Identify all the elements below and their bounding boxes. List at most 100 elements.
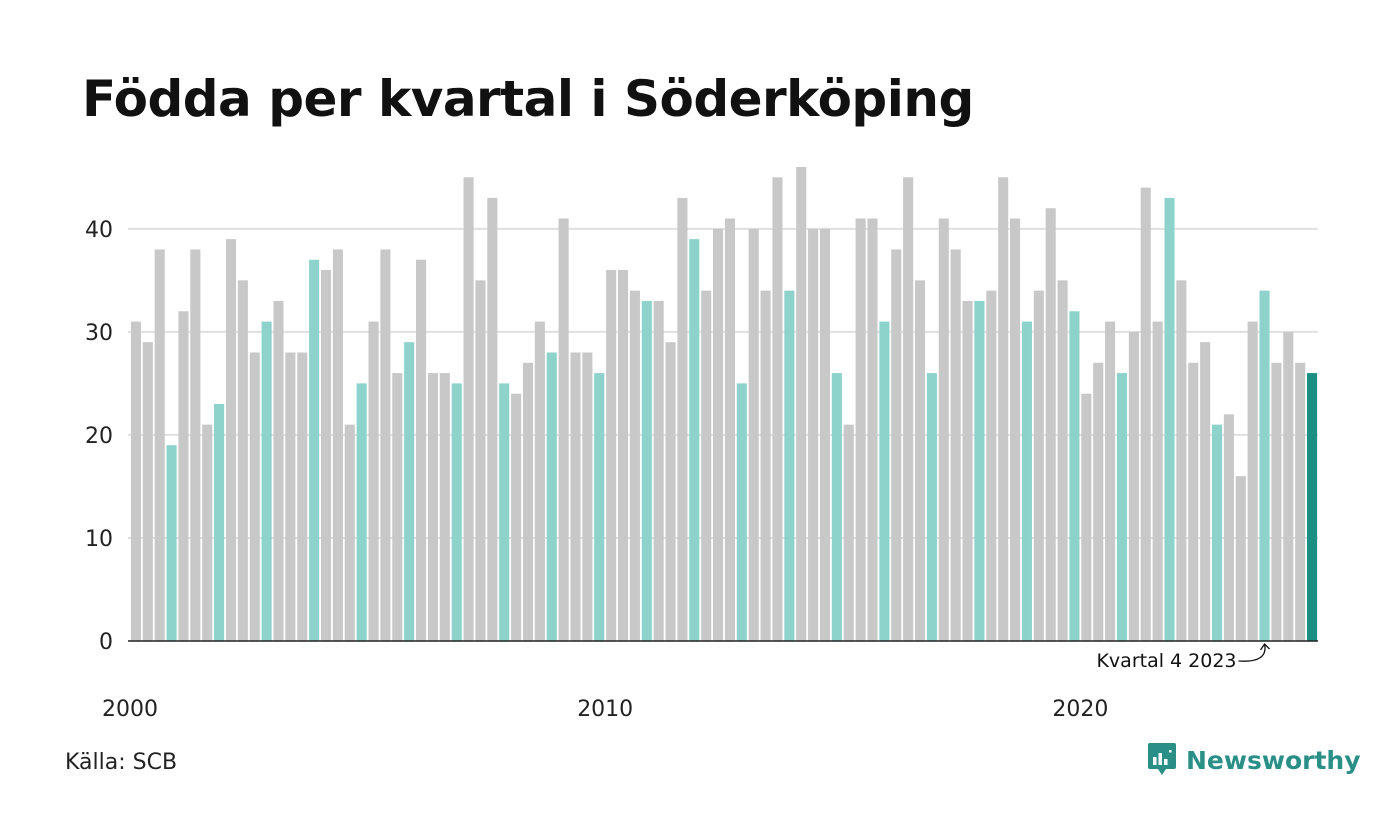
bar-chart: 0 10 20 30 40 2000 2010 2020 Kvartal 4 2023	[85, 167, 1318, 722]
annotation-arrow	[1238, 642, 1270, 662]
bar	[819, 228, 831, 641]
bar	[356, 383, 367, 641]
bar	[1176, 280, 1187, 641]
bar	[1235, 476, 1246, 641]
x-axis-ticks: 2000 2010 2020	[102, 697, 1108, 722]
bar	[1164, 197, 1175, 641]
bar	[1307, 373, 1318, 641]
bar	[142, 342, 153, 641]
bar	[427, 373, 438, 641]
latest-label: Kvartal 4 2023	[1096, 650, 1236, 672]
bar	[487, 197, 498, 641]
bar	[1247, 321, 1258, 641]
bar	[297, 352, 308, 641]
bar	[1140, 187, 1151, 642]
bar	[689, 239, 700, 641]
bar	[772, 177, 783, 642]
y-tick-label: 20	[85, 424, 113, 449]
bar	[1021, 321, 1032, 641]
bar	[332, 249, 343, 641]
bar	[166, 445, 177, 641]
bar	[1295, 362, 1306, 641]
y-tick-label: 0	[99, 630, 113, 655]
bar	[843, 424, 854, 641]
bar	[380, 249, 391, 641]
bar	[1033, 290, 1044, 641]
bar	[1211, 424, 1223, 641]
source-note: Källa: SCB	[65, 750, 178, 775]
bar	[665, 342, 676, 641]
bar	[606, 270, 617, 641]
bar	[808, 228, 819, 641]
bar	[594, 373, 605, 641]
bar	[891, 249, 902, 641]
bar	[653, 300, 664, 641]
x-tick-label: 2010	[577, 697, 633, 722]
bar	[1271, 362, 1282, 641]
bar	[986, 290, 997, 641]
bar	[1105, 321, 1116, 641]
bar	[214, 404, 225, 641]
bar	[570, 352, 581, 641]
bar	[796, 167, 807, 641]
y-axis-ticks: 0 10 20 30 40	[85, 218, 113, 655]
bar	[831, 373, 842, 641]
bar	[998, 177, 1009, 642]
bar	[1116, 373, 1128, 641]
bar	[1223, 414, 1234, 641]
bar	[499, 383, 510, 641]
x-tick-label: 2000	[102, 697, 158, 722]
chart-title: Födda per kvartal i Söderköping	[82, 70, 974, 128]
bar	[320, 270, 332, 641]
bar	[974, 300, 985, 641]
bar	[546, 352, 557, 641]
bars	[130, 167, 1318, 642]
bar	[1010, 218, 1021, 641]
bar	[926, 373, 937, 641]
bar	[130, 321, 141, 641]
bar	[867, 218, 878, 641]
bar	[1152, 321, 1163, 641]
bar	[701, 290, 712, 641]
bar	[855, 218, 866, 641]
x-tick-label: 2020	[1052, 697, 1108, 722]
bar	[154, 249, 165, 641]
bar	[1188, 362, 1199, 641]
newsworthy-logo: Newsworthy	[1147, 742, 1361, 778]
bar	[392, 373, 403, 641]
bar-chart-speech-bubble-icon	[1148, 743, 1176, 775]
bar	[463, 177, 474, 642]
bar	[760, 290, 771, 641]
bar	[534, 321, 545, 641]
bar	[641, 300, 652, 641]
bar	[1128, 331, 1139, 641]
bar	[344, 424, 355, 641]
bar	[938, 218, 949, 641]
bar	[202, 424, 213, 641]
bar	[879, 321, 890, 641]
bar	[190, 249, 201, 641]
bar	[677, 197, 688, 641]
bar	[582, 352, 593, 641]
bar	[1045, 208, 1056, 641]
bar	[950, 249, 961, 641]
latest-annotation: Kvartal 4 2023	[1096, 642, 1270, 672]
bar	[475, 280, 486, 641]
bar	[261, 321, 272, 641]
bar	[1283, 331, 1294, 641]
bar	[784, 290, 795, 641]
bar	[273, 300, 284, 641]
bar	[1057, 280, 1068, 641]
bar	[1069, 311, 1080, 641]
y-tick-label: 10	[85, 527, 113, 552]
bar	[178, 311, 189, 641]
bar	[237, 280, 248, 641]
brand-name: Newsworthy	[1186, 745, 1361, 775]
bar	[962, 300, 973, 641]
bar	[225, 239, 237, 641]
bar	[1093, 362, 1104, 641]
y-tick-label: 40	[85, 218, 113, 243]
bar	[309, 259, 320, 641]
bar	[439, 373, 450, 641]
bar	[1081, 393, 1092, 641]
